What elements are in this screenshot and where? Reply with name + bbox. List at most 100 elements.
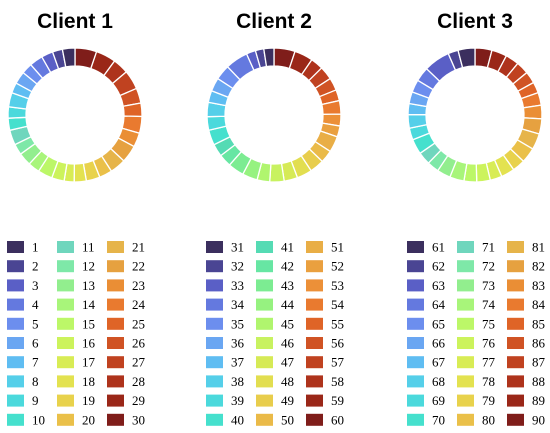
legend-label: 11 — [82, 240, 95, 255]
legend-label: 86 — [532, 336, 546, 351]
legend-label: 58 — [331, 374, 344, 389]
legend-label: 63 — [432, 278, 445, 293]
legend-label: 52 — [331, 259, 344, 274]
legend-label: 18 — [82, 374, 95, 389]
chart-title: Client 2 — [236, 10, 312, 33]
legend-label: 51 — [331, 240, 344, 255]
legend-swatch — [507, 337, 524, 349]
legend-swatch — [457, 317, 474, 330]
legend: 1234567891011121314151617181920212223242… — [7, 240, 146, 427]
legend-swatch — [7, 241, 24, 253]
legend-label: 68 — [432, 374, 445, 389]
legend-swatch — [57, 260, 74, 273]
legend-label: 17 — [82, 355, 96, 370]
chart-client-2: Client 2 31 32 33 34 35 36 37 38 39 40 41 42 43 44 45 46… — [206, 10, 345, 427]
legend-swatch — [256, 356, 273, 369]
legend-label: 84 — [532, 297, 546, 312]
legend-label: 14 — [82, 297, 96, 312]
legend-label: 45 — [281, 316, 294, 331]
legend-swatch — [107, 298, 124, 311]
legend-swatch — [107, 337, 124, 349]
legend-swatch — [57, 279, 74, 292]
legend-swatch — [107, 375, 124, 388]
legend-swatch — [407, 413, 424, 426]
legend-label: 42 — [281, 259, 294, 274]
legend-swatch — [507, 375, 524, 388]
legend-label: 9 — [32, 393, 39, 408]
legend-swatch — [206, 317, 223, 330]
legend-swatch — [107, 241, 124, 253]
legend-swatch — [256, 413, 273, 426]
legend-swatch — [507, 260, 524, 273]
legend-swatch — [306, 394, 323, 407]
legend-swatch — [57, 337, 74, 349]
legend-swatch — [507, 298, 524, 311]
legend-label: 48 — [281, 374, 294, 389]
legend-label: 49 — [281, 393, 294, 408]
legend-swatch — [256, 260, 273, 273]
legend-swatch — [256, 317, 273, 330]
legend-label: 89 — [532, 393, 545, 408]
legend-swatch — [457, 241, 474, 253]
donut-slice-1 — [61, 47, 76, 68]
legend-label: 16 — [82, 336, 96, 351]
chart-client-3: Client 3 61 62 63 64 65 66 67 68 69 70 71 72 73 74 75 76… — [407, 10, 546, 427]
legend-swatch — [107, 260, 124, 273]
legend-label: 26 — [132, 336, 146, 351]
legend-swatch — [7, 317, 24, 330]
legend-label: 37 — [231, 355, 245, 370]
legend-swatch — [206, 356, 223, 369]
legend-swatch — [306, 317, 323, 330]
legend-label: 56 — [331, 336, 345, 351]
legend-swatch — [507, 413, 524, 426]
legend-label: 22 — [132, 259, 145, 274]
legend-swatch — [206, 413, 223, 426]
legend-swatch — [206, 241, 223, 253]
legend-label: 15 — [82, 316, 95, 331]
legend-label: 90 — [532, 412, 545, 427]
donut-slice-31 — [263, 47, 275, 68]
legend-label: 21 — [132, 240, 145, 255]
legend-label: 61 — [432, 240, 445, 255]
legend-swatch — [407, 394, 424, 407]
legend-label: 62 — [432, 259, 445, 274]
legend-swatch — [306, 356, 323, 369]
legend-swatch — [256, 279, 273, 292]
legend-label: 19 — [82, 393, 95, 408]
legend-label: 46 — [281, 336, 295, 351]
legend-label: 28 — [132, 374, 145, 389]
legend-label: 35 — [231, 316, 244, 331]
legend-swatch — [256, 394, 273, 407]
legend-swatch — [507, 279, 524, 292]
legend-label: 87 — [532, 355, 546, 370]
legend-swatch — [306, 298, 323, 311]
legend-swatch — [7, 260, 24, 273]
legend-swatch — [306, 241, 323, 253]
legend-label: 32 — [231, 259, 244, 274]
legend-label: 4 — [32, 297, 39, 312]
legend-swatch — [107, 356, 124, 369]
legend-swatch — [107, 279, 124, 292]
legend-swatch — [306, 260, 323, 273]
legend-label: 27 — [132, 355, 146, 370]
legend-swatch — [107, 317, 124, 330]
legend-swatch — [57, 356, 74, 369]
legend-label: 74 — [482, 297, 496, 312]
legend-label: 25 — [132, 316, 145, 331]
legend-swatch — [206, 260, 223, 273]
legend-swatch — [57, 241, 74, 253]
legend-swatch — [407, 375, 424, 388]
legend-swatch — [457, 260, 474, 273]
legend: 31 32 33 34 35 36 37 38 39 40 41 42 43 44 45 46 47 48 49 50… — [206, 240, 345, 427]
legend-label: 33 — [231, 278, 244, 293]
legend-label: 5 — [32, 316, 39, 331]
legend-label: 70 — [432, 412, 445, 427]
legend-label: 12 — [82, 259, 95, 274]
legend-label: 71 — [482, 240, 495, 255]
legend-label: 67 — [432, 355, 446, 370]
legend-swatch — [7, 356, 24, 369]
legend-label: 57 — [331, 355, 345, 370]
legend-swatch — [206, 394, 223, 407]
legend-label: 73 — [482, 278, 495, 293]
